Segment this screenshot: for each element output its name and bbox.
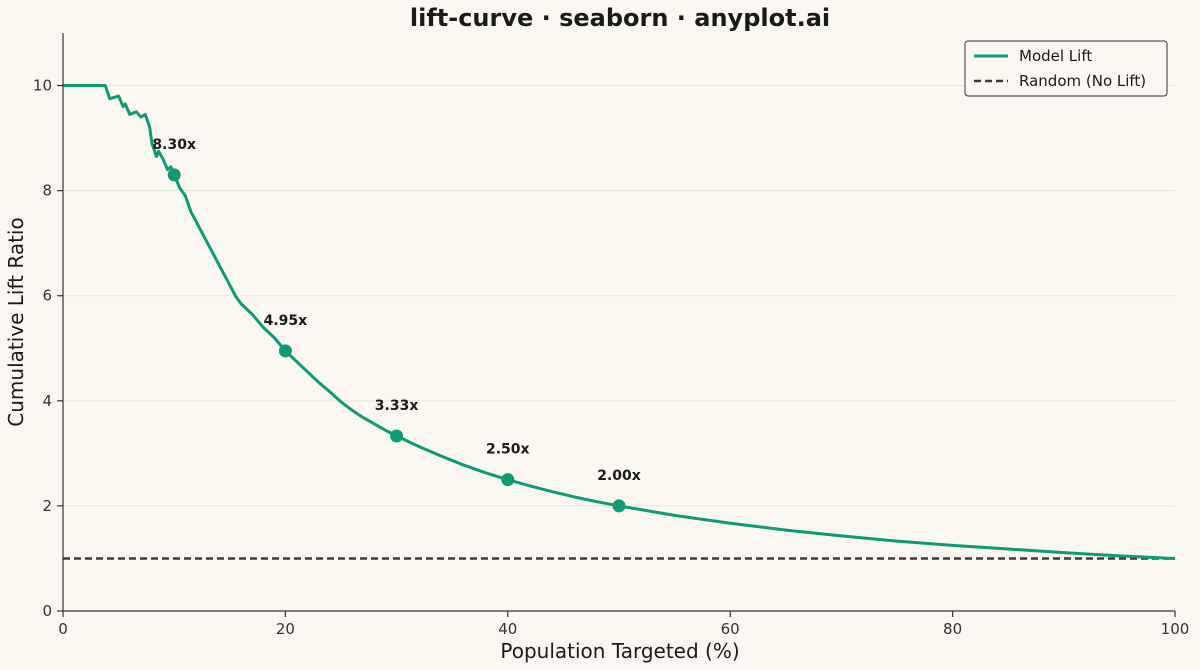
y-tick-label-10: 10 [33,77,52,95]
model-lift-line [63,84,1176,560]
data-label-1: 4.95x [264,313,308,329]
annotation-marker-0 [167,168,181,182]
x-tick-label-60: 60 [721,620,740,638]
data-label-0: 8.30x [152,137,196,153]
annotation-marker-1 [278,344,292,358]
y-tick-label-2: 2 [42,497,52,515]
data-label-2: 3.33x [375,398,419,414]
annotation-marker-4 [612,499,626,513]
legend: Model Lift Random (No Lift) [964,40,1168,97]
gridlines [63,85,1175,507]
data-label-4: 2.00x [597,468,641,484]
y-tick-label-6: 6 [42,287,52,305]
y-tick-label-8: 8 [42,182,52,200]
annotation-marker-2 [390,429,404,443]
y-tick-label-4: 4 [42,392,52,410]
x-tick-label-40: 40 [498,620,517,638]
y-axis-ticks: 0 2 4 6 8 10 [33,77,63,620]
annotation-marker-3 [501,473,515,487]
y-tick-label-0: 0 [42,602,52,620]
legend-box [964,40,1168,97]
x-axis-ticks: 0 20 40 60 80 100 [58,611,1189,638]
annotation-labels: 8.30x 4.95x 3.33x 2.50x 2.00x [152,137,640,484]
axes [62,33,1175,612]
x-tick-label-80: 80 [943,620,962,638]
x-tick-label-100: 100 [1161,620,1190,638]
x-tick-label-20: 20 [276,620,295,638]
x-tick-label-0: 0 [58,620,68,638]
data-label-3: 2.50x [486,442,530,458]
legend-random-label: Random (No Lift) [1019,72,1146,90]
x-axis-label: Population Targeted (%) [500,639,739,663]
chart-title: lift-curve · seaborn · anyplot.ai [410,4,830,32]
model-series-line [63,84,1176,560]
annotation-markers [167,168,626,513]
legend-model-label: Model Lift [1019,47,1092,65]
y-axis-label: Cumulative Lift Ratio [4,217,28,426]
